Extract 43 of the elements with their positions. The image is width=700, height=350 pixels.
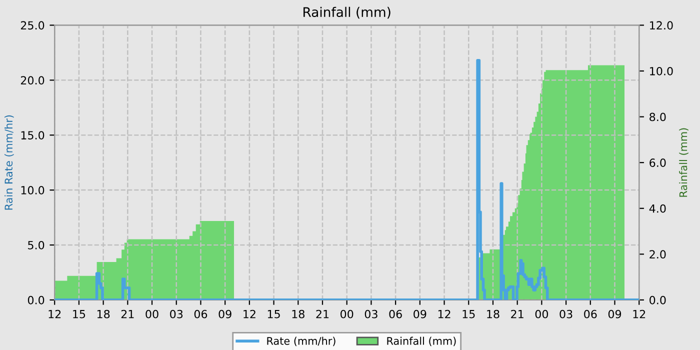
legend-label: Rate (mm/hr) <box>267 336 336 346</box>
x-tick-label: 18 <box>487 310 500 318</box>
y2-tick-label: 6.0 <box>650 158 666 167</box>
x-tick-label: 12 <box>633 310 646 318</box>
x-tick-label: 18 <box>292 310 304 318</box>
chart-title: Rainfall (mm) <box>304 6 390 19</box>
x-tick-label: 09 <box>218 310 232 318</box>
x-tick-label: 03 <box>170 310 183 318</box>
x-tick-label: 18 <box>97 310 110 318</box>
x-tick-label: 06 <box>584 310 597 318</box>
x-tick-label: 03 <box>364 310 378 318</box>
y-tick-label: 5.0 <box>28 240 44 250</box>
y-tick-label: 25.0 <box>20 21 44 30</box>
x-tick-label: 03 <box>560 310 572 318</box>
x-tick-label: 00 <box>535 310 548 318</box>
x-tick-label: 21 <box>511 310 524 318</box>
x-tick-label: 00 <box>146 310 158 318</box>
x-tick-label: 12 <box>244 310 256 318</box>
legend-label: Rainfall (mm) <box>387 336 456 346</box>
y-axis-title: Rain Rate (mm/hr) <box>4 115 14 210</box>
x-tick-label: 06 <box>389 310 402 318</box>
x-tick-label: 12 <box>438 310 450 318</box>
x-tick-label: 09 <box>608 310 622 318</box>
y-tick-label: 10.0 <box>21 186 44 194</box>
x-tick-label: 06 <box>194 310 208 318</box>
y2-tick-label: 12.0 <box>650 21 673 30</box>
x-tick-label: 15 <box>268 310 280 318</box>
x-tick-label: 15 <box>73 310 86 318</box>
y-tick-label: 20.0 <box>20 76 44 85</box>
y-tick-label: 0.0 <box>28 296 44 304</box>
y-tick-label: 15.0 <box>21 131 44 140</box>
y2-axis-title: Rainfall (mm) <box>679 128 688 197</box>
y2-tick-label: 4.0 <box>649 204 666 213</box>
y2-tick-label: 2.0 <box>650 250 666 259</box>
y2-tick-label: 10.0 <box>650 66 673 76</box>
x-tick-label: 21 <box>121 310 134 318</box>
x-tick-label: 12 <box>48 310 61 318</box>
x-tick-label: 00 <box>340 310 354 318</box>
x-tick-label: 15 <box>462 310 475 318</box>
x-tick-label: 09 <box>414 310 426 318</box>
y2-tick-label: 0.0 <box>650 296 666 304</box>
y2-tick-label: 8.0 <box>650 112 666 122</box>
x-tick-label: 21 <box>316 310 329 318</box>
